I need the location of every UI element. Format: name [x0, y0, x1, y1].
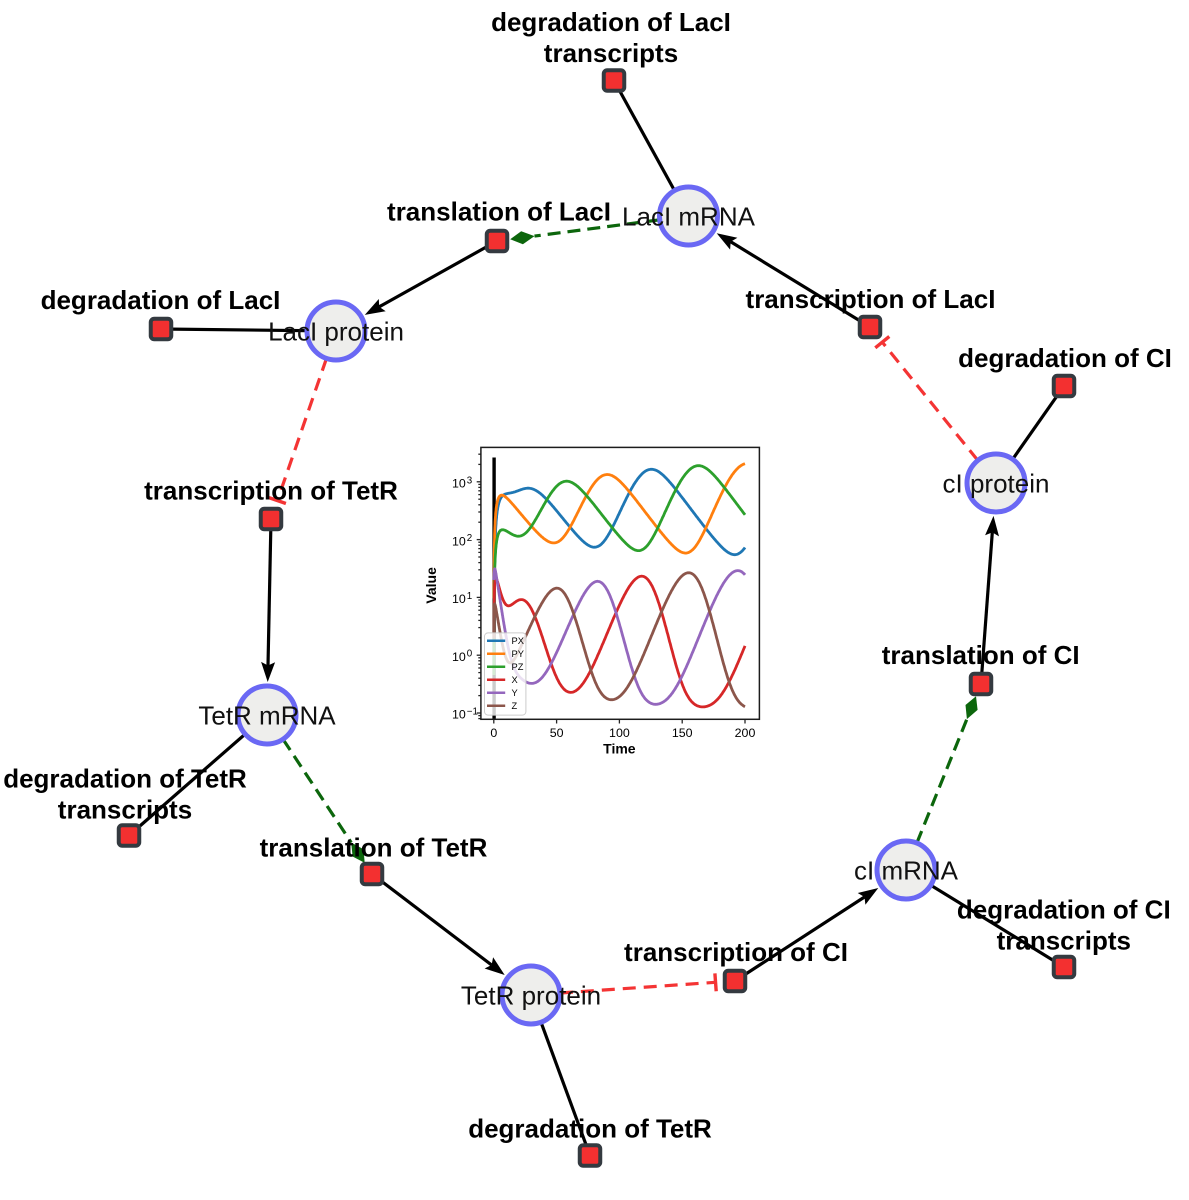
svg-text:3: 3: [467, 475, 473, 486]
svg-text:degradation of CI: degradation of CI: [958, 343, 1172, 373]
svg-text:cI mRNA: cI mRNA: [854, 856, 959, 886]
svg-text:translation of LacI: translation of LacI: [387, 197, 611, 227]
svg-text:TetR protein: TetR protein: [461, 981, 601, 1011]
svg-text:degradation of CI: degradation of CI: [957, 895, 1171, 925]
svg-text:2: 2: [467, 533, 472, 544]
svg-text:translation of CI: translation of CI: [882, 640, 1080, 670]
svg-text:degradation of TetR: degradation of TetR: [3, 764, 247, 794]
svg-text:−1: −1: [467, 707, 478, 718]
svg-text:Value: Value: [423, 567, 439, 604]
svg-text:degradation of TetR: degradation of TetR: [468, 1114, 712, 1144]
svg-text:transcription of CI: transcription of CI: [624, 937, 848, 967]
svg-text:TetR mRNA: TetR mRNA: [198, 701, 336, 731]
svg-text:transcription of TetR: transcription of TetR: [144, 476, 398, 506]
svg-text:transcripts: transcripts: [997, 926, 1131, 956]
svg-text:0: 0: [490, 726, 497, 740]
svg-text:translation of TetR: translation of TetR: [260, 833, 488, 863]
svg-text:Y: Y: [512, 688, 518, 698]
svg-text:10: 10: [452, 477, 466, 491]
svg-text:degradation of LacI: degradation of LacI: [41, 285, 281, 315]
svg-text:10: 10: [452, 650, 466, 664]
svg-text:10: 10: [452, 592, 466, 606]
svg-text:LacI protein: LacI protein: [268, 317, 404, 347]
svg-text:X: X: [512, 675, 518, 685]
svg-text:200: 200: [735, 726, 756, 740]
svg-text:150: 150: [672, 726, 693, 740]
svg-text:1: 1: [467, 591, 472, 602]
svg-text:PX: PX: [512, 636, 524, 646]
svg-text:10: 10: [452, 534, 466, 548]
svg-text:LacI mRNA: LacI mRNA: [622, 202, 756, 232]
svg-text:transcripts: transcripts: [544, 38, 678, 68]
svg-text:PZ: PZ: [512, 662, 524, 672]
svg-text:PY: PY: [512, 649, 524, 659]
svg-text:transcripts: transcripts: [58, 795, 192, 825]
svg-text:Z: Z: [512, 701, 518, 711]
svg-text:degradation of LacI: degradation of LacI: [491, 7, 731, 37]
svg-text:100: 100: [609, 726, 630, 740]
svg-text:transcription of LacI: transcription of LacI: [746, 284, 996, 314]
svg-text:cI protein: cI protein: [943, 469, 1050, 499]
svg-text:Time: Time: [603, 740, 636, 756]
svg-text:0: 0: [467, 649, 473, 660]
svg-text:50: 50: [550, 726, 564, 740]
svg-text:10: 10: [452, 708, 466, 722]
